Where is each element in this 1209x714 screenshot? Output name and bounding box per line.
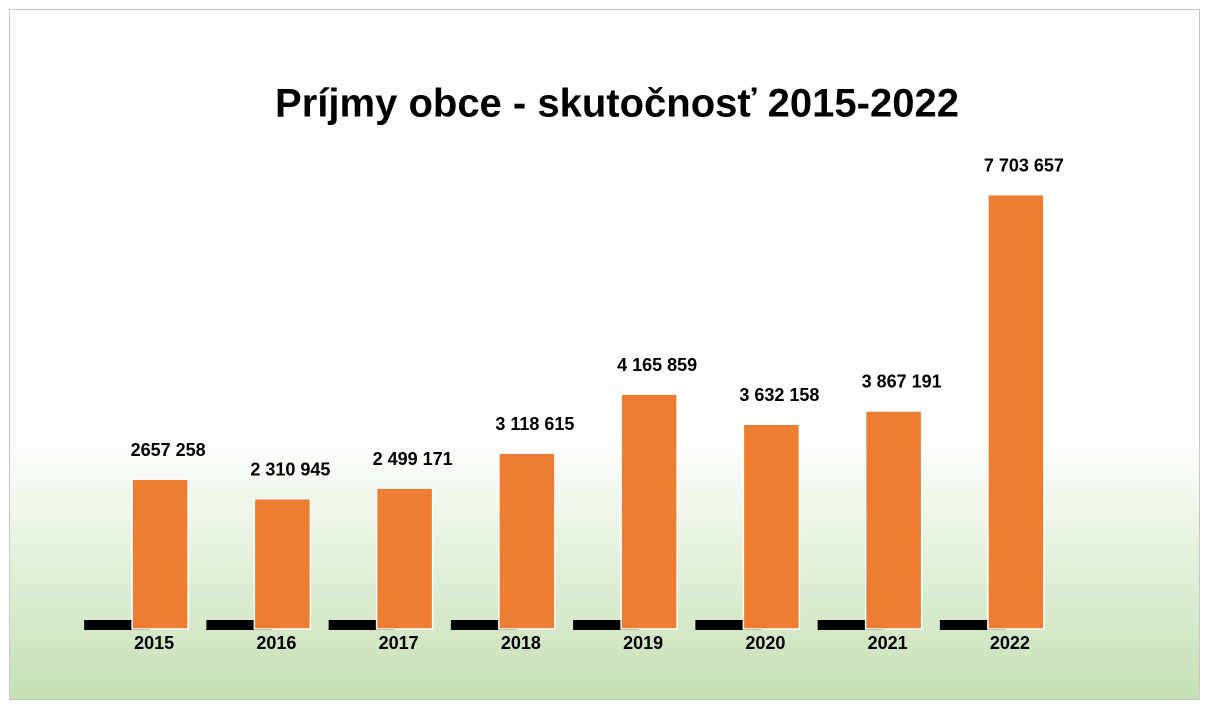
x-tick-label: 2019 [623, 633, 663, 653]
bar [987, 193, 1045, 630]
value-label: 3 118 615 [495, 414, 574, 434]
bar [131, 478, 189, 630]
value-label: 3 867 191 [862, 372, 942, 392]
value-label: 7 703 657 [984, 155, 1064, 175]
x-tick-label: 2017 [379, 633, 419, 653]
baseline-stub [450, 620, 517, 630]
bar [375, 487, 434, 630]
x-tick-label: 2022 [990, 633, 1030, 653]
bar [742, 423, 801, 630]
baseline-stub [328, 620, 395, 630]
baseline-stub [939, 620, 1006, 630]
x-tick-label: 2018 [501, 633, 541, 653]
x-tick-label: 2016 [256, 633, 296, 653]
value-label: 2 499 171 [373, 449, 453, 469]
x-tick-label: 2020 [745, 633, 785, 653]
x-tick-label: 2015 [134, 633, 174, 653]
bar [620, 393, 678, 630]
chart-title: Príjmy obce - skutočnosť 2015-2022 [275, 82, 959, 126]
bar [498, 452, 556, 630]
baseline-stub [206, 620, 273, 630]
value-label: 4 165 859 [617, 355, 697, 375]
baseline-stub [84, 620, 151, 630]
value-label: 3 632 158 [739, 385, 819, 405]
baseline-stub [573, 620, 640, 630]
baseline-stub [817, 620, 884, 630]
bar [253, 497, 312, 630]
baseline-stub [695, 620, 762, 630]
bar [864, 410, 923, 630]
value-label: 2 310 945 [250, 459, 330, 479]
x-tick-label: 2021 [868, 633, 908, 653]
value-label: 2657 258 [131, 440, 206, 460]
